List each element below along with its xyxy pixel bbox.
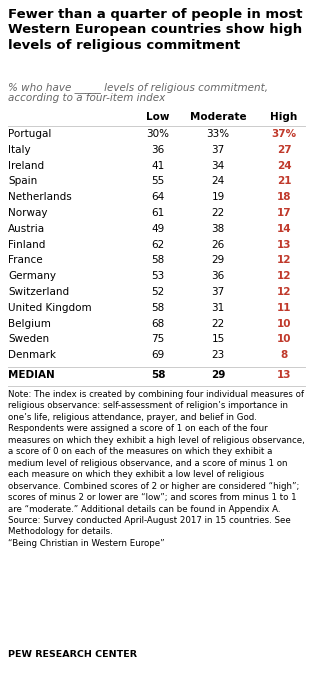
Text: Low: Low [146,112,170,122]
Text: Portugal: Portugal [8,129,51,139]
Text: 36: 36 [211,271,225,281]
Text: 18: 18 [277,192,291,202]
Text: 10: 10 [277,319,291,329]
Text: Norway: Norway [8,208,48,218]
Text: 12: 12 [277,287,291,297]
Text: 10: 10 [277,334,291,344]
Text: 53: 53 [151,271,165,281]
Text: Note: The index is created by combining four individual measures of religious ob: Note: The index is created by combining … [8,390,305,548]
Text: 33%: 33% [206,129,230,139]
Text: 34: 34 [211,160,225,171]
Text: Austria: Austria [8,224,45,234]
Text: 64: 64 [151,192,165,202]
Text: 41: 41 [151,160,165,171]
Text: 55: 55 [151,177,165,187]
Text: 30%: 30% [146,129,170,139]
Text: 19: 19 [211,192,225,202]
Text: 12: 12 [277,271,291,281]
Text: France: France [8,255,43,266]
Text: % who have _____ levels of religious commitment,: % who have _____ levels of religious com… [8,82,268,93]
Text: 29: 29 [211,255,225,266]
Text: 22: 22 [211,208,225,218]
Text: 8: 8 [280,350,288,360]
Text: 17: 17 [277,208,291,218]
Text: 31: 31 [211,303,225,313]
Text: 58: 58 [151,255,165,266]
Text: Finland: Finland [8,239,45,249]
Text: 68: 68 [151,319,165,329]
Text: High: High [270,112,298,122]
Text: 37: 37 [211,145,225,155]
Text: 62: 62 [151,239,165,249]
Text: 52: 52 [151,287,165,297]
Text: 37%: 37% [271,129,297,139]
Text: 12: 12 [277,255,291,266]
Text: 22: 22 [211,319,225,329]
Text: Netherlands: Netherlands [8,192,72,202]
Text: Fewer than a quarter of people in most
Western European countries show high
leve: Fewer than a quarter of people in most W… [8,8,303,52]
Text: 11: 11 [277,303,291,313]
Text: 58: 58 [151,303,165,313]
Text: 23: 23 [211,350,225,360]
Text: Ireland: Ireland [8,160,44,171]
Text: 29: 29 [211,370,225,380]
Text: 27: 27 [277,145,291,155]
Text: Germany: Germany [8,271,56,281]
Text: PEW RESEARCH CENTER: PEW RESEARCH CENTER [8,650,137,659]
Text: Spain: Spain [8,177,37,187]
Text: according to a four-item index: according to a four-item index [8,93,165,103]
Text: 36: 36 [151,145,165,155]
Text: 75: 75 [151,334,165,344]
Text: Switzerland: Switzerland [8,287,69,297]
Text: Sweden: Sweden [8,334,49,344]
Text: 15: 15 [211,334,225,344]
Text: 13: 13 [277,239,291,249]
Text: 24: 24 [277,160,291,171]
Text: 26: 26 [211,239,225,249]
Text: MEDIAN: MEDIAN [8,370,55,380]
Text: 61: 61 [151,208,165,218]
Text: 13: 13 [277,370,291,380]
Text: Denmark: Denmark [8,350,56,360]
Text: 38: 38 [211,224,225,234]
Text: Italy: Italy [8,145,31,155]
Text: 37: 37 [211,287,225,297]
Text: 14: 14 [277,224,291,234]
Text: 49: 49 [151,224,165,234]
Text: United Kingdom: United Kingdom [8,303,92,313]
Text: Belgium: Belgium [8,319,51,329]
Text: 69: 69 [151,350,165,360]
Text: Moderate: Moderate [190,112,246,122]
Text: 21: 21 [277,177,291,187]
Text: 58: 58 [151,370,165,380]
Text: 24: 24 [211,177,225,187]
